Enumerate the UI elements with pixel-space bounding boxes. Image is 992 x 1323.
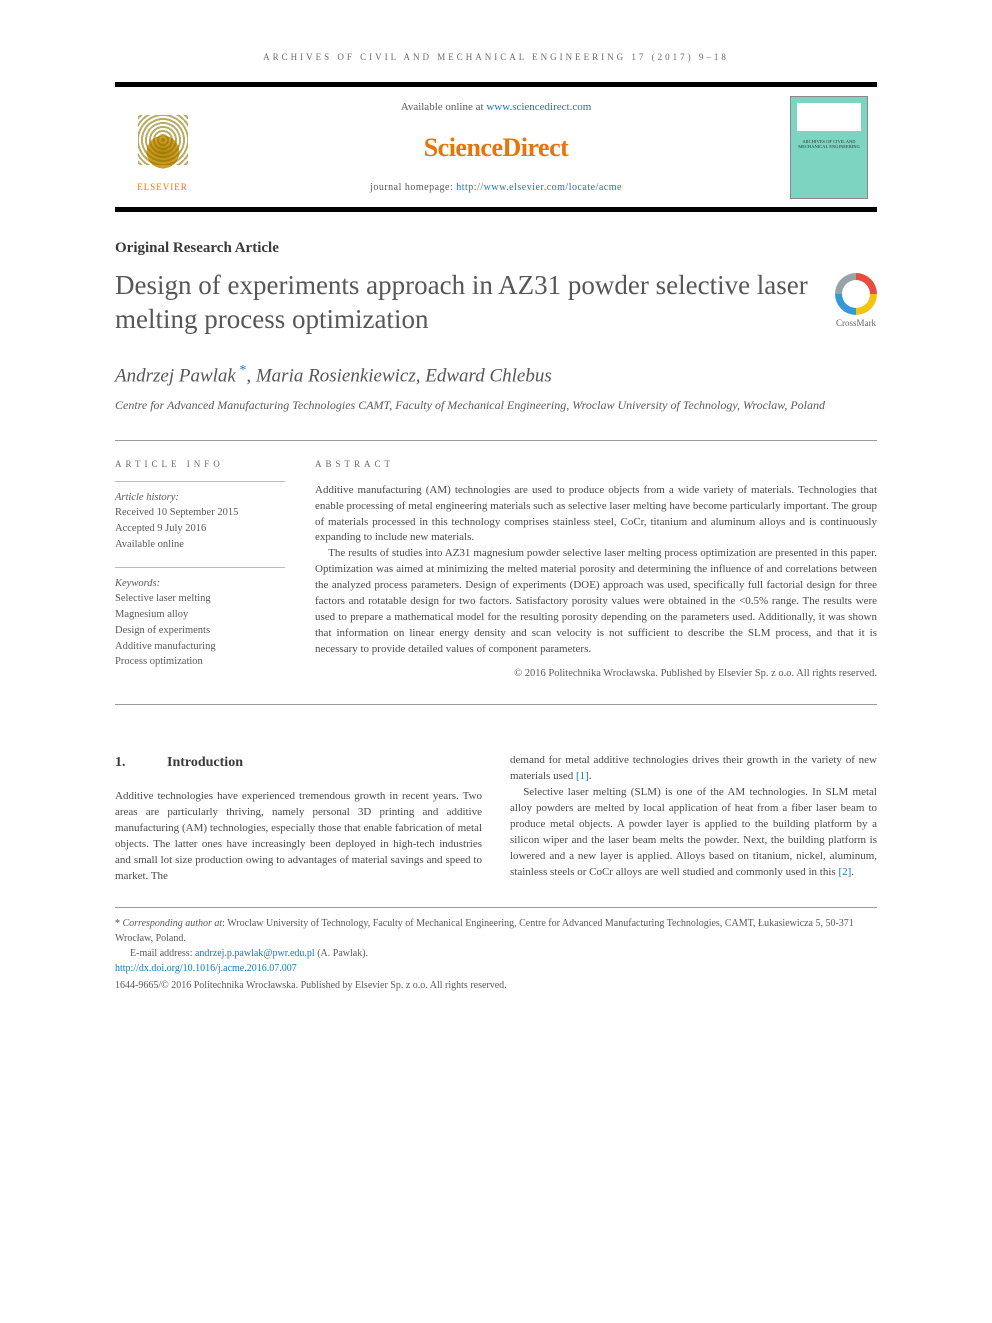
corresponding-text: : Wroclaw University of Technology, Facu… <box>115 918 854 944</box>
abstract: ABSTRACT Additive manufacturing (AM) tec… <box>315 459 877 685</box>
journal-homepage-prefix: journal homepage: <box>370 182 456 193</box>
keywords-label: Keywords: <box>115 576 285 592</box>
column-right: demand for metal additive technologies d… <box>510 753 877 885</box>
authors: Andrzej Pawlak *, Maria Rosienkiewicz, E… <box>115 363 877 387</box>
star-icon: * <box>115 918 123 929</box>
body-paragraph: Additive technologies have experienced t… <box>115 789 482 885</box>
available-online-prefix: Available online at <box>401 101 487 113</box>
keywords-block: Keywords: Selective laser melting Magnes… <box>115 567 285 671</box>
body-text: demand for metal additive technologies d… <box>510 754 877 782</box>
article-history: Article history: Received 10 September 2… <box>115 481 285 553</box>
crossmark-label: CrossMark <box>836 318 876 328</box>
elsevier-logo: ELSEVIER <box>121 101 204 201</box>
available-online: Available online <box>115 537 285 553</box>
crossmark-icon <box>835 273 877 315</box>
article-info: ARTICLE INFO Article history: Received 1… <box>115 459 285 685</box>
journal-cover-cell: ARCHIVES OF CIVIL AND MECHANICAL ENGINEE… <box>782 87 877 207</box>
received-date: Received 10 September 2015 <box>115 505 285 521</box>
author-1: Andrzej Pawlak <box>115 365 236 386</box>
body-text: . <box>851 866 854 878</box>
history-label: Article history: <box>115 490 285 506</box>
corresponding-star-icon: * <box>236 363 247 378</box>
email-link[interactable]: andrzej.p.pawlak@pwr.edu.pl <box>195 948 315 959</box>
section-heading: 1.Introduction <box>115 753 482 773</box>
email-suffix: (A. Pawlak). <box>315 948 368 959</box>
citation-link[interactable]: [2] <box>838 866 851 878</box>
journal-cover: ARCHIVES OF CIVIL AND MECHANICAL ENGINEE… <box>790 96 868 199</box>
corresponding-author-note: * Corresponding author at: Wroclaw Unive… <box>115 916 877 946</box>
journal-cover-title: ARCHIVES OF CIVIL AND MECHANICAL ENGINEE… <box>791 139 867 151</box>
body-paragraph: Selective laser melting (SLM) is one of … <box>510 785 877 881</box>
article-info-heading: ARTICLE INFO <box>115 459 285 469</box>
abstract-paragraph: The results of studies into AZ31 magnesi… <box>315 546 877 658</box>
footnotes: * Corresponding author at: Wroclaw Unive… <box>115 907 877 993</box>
keyword: Design of experiments <box>115 623 285 639</box>
sciencedirect-logo: ScienceDirect <box>220 133 772 163</box>
email-label: E-mail address: <box>130 948 195 959</box>
email-line: E-mail address: andrzej.p.pawlak@pwr.edu… <box>115 946 877 961</box>
header-center: Available online at www.sciencedirect.co… <box>210 87 782 207</box>
crossmark-badge[interactable]: CrossMark <box>835 273 877 328</box>
section-number: 1. <box>115 753 167 773</box>
accepted-date: Accepted 9 July 2016 <box>115 521 285 537</box>
column-left: 1.Introduction Additive technologies hav… <box>115 753 482 885</box>
elsevier-label: ELSEVIER <box>137 182 188 192</box>
affiliation: Centre for Advanced Manufacturing Techno… <box>115 397 877 414</box>
doi-line: http://dx.doi.org/10.1016/j.acme.2016.07… <box>115 961 877 976</box>
article-title: Design of experiments approach in AZ31 p… <box>115 269 815 337</box>
section-title: Introduction <box>167 755 243 770</box>
issn-copyright: 1644-9665/© 2016 Politechnika Wrocławska… <box>115 978 877 993</box>
journal-homepage: journal homepage: http://www.elsevier.co… <box>220 182 772 193</box>
keyword: Process optimization <box>115 654 285 670</box>
keyword: Additive manufacturing <box>115 639 285 655</box>
available-online: Available online at www.sciencedirect.co… <box>220 101 772 113</box>
body-paragraph: demand for metal additive technologies d… <box>510 753 877 785</box>
body: 1.Introduction Additive technologies hav… <box>115 753 877 885</box>
citation-link[interactable]: [1] <box>576 770 589 782</box>
author-2: Maria Rosienkiewicz <box>256 365 416 386</box>
running-head: ARCHIVES OF CIVIL AND MECHANICAL ENGINEE… <box>115 52 877 62</box>
abstract-paragraph: Additive manufacturing (AM) technologies… <box>315 483 877 547</box>
article-type: Original Research Article <box>115 240 877 257</box>
body-text: . <box>589 770 592 782</box>
author-3: Edward Chlebus <box>425 365 552 386</box>
publisher-logo-cell: ELSEVIER <box>115 87 210 207</box>
keyword: Magnesium alloy <box>115 607 285 623</box>
abstract-copyright: © 2016 Politechnika Wrocławska. Publishe… <box>315 668 877 679</box>
keyword: Selective laser melting <box>115 591 285 607</box>
abstract-heading: ABSTRACT <box>315 459 877 469</box>
body-text: Selective laser melting (SLM) is one of … <box>510 786 877 878</box>
elsevier-tree-icon <box>128 110 198 180</box>
sciencedirect-link[interactable]: www.sciencedirect.com <box>486 101 591 113</box>
journal-header: ELSEVIER Available online at www.science… <box>115 82 877 212</box>
corresponding-label: Corresponding author at <box>123 918 223 929</box>
journal-homepage-link[interactable]: http://www.elsevier.com/locate/acme <box>456 182 622 193</box>
doi-link[interactable]: http://dx.doi.org/10.1016/j.acme.2016.07… <box>115 963 297 974</box>
